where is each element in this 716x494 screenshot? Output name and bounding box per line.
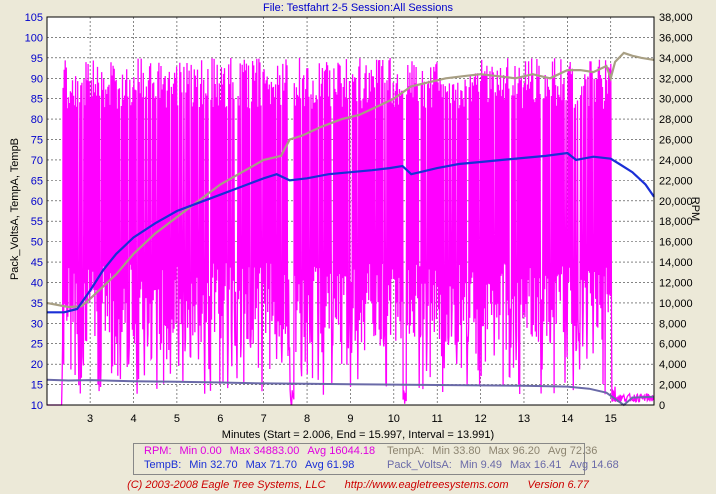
- right-axis-ticks: 0 2,000 4,000 6,000 8,000 10,000 12,000 14,000 1…: [659, 12, 693, 412]
- x-axis-ticks: 3 4 5 6 7 8 9 10 11 12 13 14 15: [87, 413, 617, 425]
- left-tick-label: 10: [31, 400, 43, 412]
- right-tick-label: 10,000: [659, 298, 693, 310]
- left-tick-label: 30: [31, 318, 43, 330]
- footer-url[interactable]: http://www.eagletreesystems.com: [344, 479, 509, 491]
- x-tick-label: 10: [388, 413, 400, 425]
- footer: (C) 2003-2008 Eagle Tree Systems, LLC ht…: [0, 479, 716, 491]
- x-tick-label: 7: [261, 413, 267, 425]
- left-tick-label: 80: [31, 114, 43, 126]
- left-tick-label: 95: [31, 53, 43, 65]
- right-tick-label: 34,000: [659, 53, 693, 65]
- right-tick-label: 0: [659, 400, 665, 412]
- x-tick-label: 8: [304, 413, 310, 425]
- legend-pack-volts: Pack_VoltsA: Min 9.49 Max 16.41 Avg 14.68: [387, 459, 619, 471]
- footer-version: Version 6.77: [527, 479, 589, 491]
- x-tick-label: 12: [474, 413, 486, 425]
- x-tick-label: 15: [605, 413, 617, 425]
- right-tick-label: 16,000: [659, 237, 693, 249]
- right-axis-label: RPM: [689, 196, 702, 222]
- series-layer: [46, 51, 655, 407]
- right-tick-label: 14,000: [659, 257, 693, 269]
- right-tick-label: 32,000: [659, 73, 693, 85]
- left-tick-label: 105: [25, 12, 43, 24]
- left-tick-label: 90: [31, 73, 43, 85]
- right-tick-label: 36,000: [659, 32, 693, 44]
- left-tick-label: 85: [31, 94, 43, 106]
- left-tick-label: 50: [31, 237, 43, 249]
- x-tick-label: 11: [431, 413, 442, 425]
- right-tick-label: 38,000: [659, 12, 693, 24]
- x-axis-label: Minutes (Start = 2.006, End = 15.997, In…: [221, 429, 495, 441]
- x-tick-label: 6: [217, 413, 223, 425]
- right-tick-label: 12,000: [659, 277, 693, 289]
- right-tick-label: 30,000: [659, 94, 693, 106]
- right-tick-label: 24,000: [659, 155, 693, 167]
- right-tick-label: 28,000: [659, 114, 693, 126]
- left-axis-ticks: 10 15 20 25 30 35 40 45 50 55 60 65 70 75 80 85 90 95 100 1…: [25, 12, 43, 412]
- right-tick-label: 22,000: [659, 175, 693, 187]
- left-axis-label: Pack_VoltsA, TempA, TempB: [9, 137, 21, 281]
- left-tick-label: 20: [31, 359, 43, 371]
- left-tick-label: 75: [31, 135, 43, 147]
- left-tick-label: 25: [31, 339, 43, 351]
- footer-copyright: (C) 2003-2008 Eagle Tree Systems, LLC: [127, 479, 326, 491]
- left-tick-label: 55: [31, 216, 43, 228]
- left-tick-label: 60: [31, 196, 43, 208]
- left-tick-label: 15: [31, 380, 43, 392]
- x-tick-label: 14: [561, 413, 573, 425]
- left-tick-label: 100: [25, 32, 43, 44]
- x-tick-label: 3: [87, 413, 93, 425]
- left-tick-label: 65: [31, 175, 43, 187]
- series-temp-b-line: [46, 151, 655, 314]
- legend-rpm: RPM: Min 0.00 Max 34883.00 Avg 16044.18: [144, 445, 376, 457]
- chart-file-title: File: Testfahrt 2-5 Session:All Sessions: [263, 2, 453, 14]
- x-tick-label: 4: [130, 413, 136, 425]
- series-temp-a-line: [46, 51, 655, 309]
- left-tick-label: 45: [31, 257, 43, 269]
- left-tick-label: 40: [31, 277, 43, 289]
- left-tick-label: 70: [31, 155, 43, 167]
- right-tick-label: 4,000: [659, 359, 687, 371]
- x-tick-label: 5: [174, 413, 180, 425]
- right-tick-label: 8,000: [659, 318, 687, 330]
- right-tick-label: 2,000: [659, 380, 687, 392]
- x-tick-label: 13: [518, 413, 530, 425]
- right-tick-label: 6,000: [659, 339, 687, 351]
- x-tick-label: 9: [347, 413, 353, 425]
- legend-temp-b: TempB: Min 32.70 Max 71.70 Avg 61.98: [144, 459, 355, 471]
- legend-temp-a: TempA: Min 33.80 Max 96.20 Avg 72.36: [387, 445, 598, 457]
- right-tick-label: 26,000: [659, 135, 693, 147]
- legend-box: RPM: Min 0.00 Max 34883.00 Avg 16044.18 Tem…: [133, 443, 619, 475]
- left-tick-label: 35: [31, 298, 43, 310]
- plot-border: [46, 16, 655, 406]
- series-rpm-line: [47, 57, 654, 406]
- series-pack-volts-line: [46, 378, 655, 407]
- right-tick-label: 20,000: [659, 196, 693, 208]
- right-tick-label: 18,000: [659, 216, 693, 228]
